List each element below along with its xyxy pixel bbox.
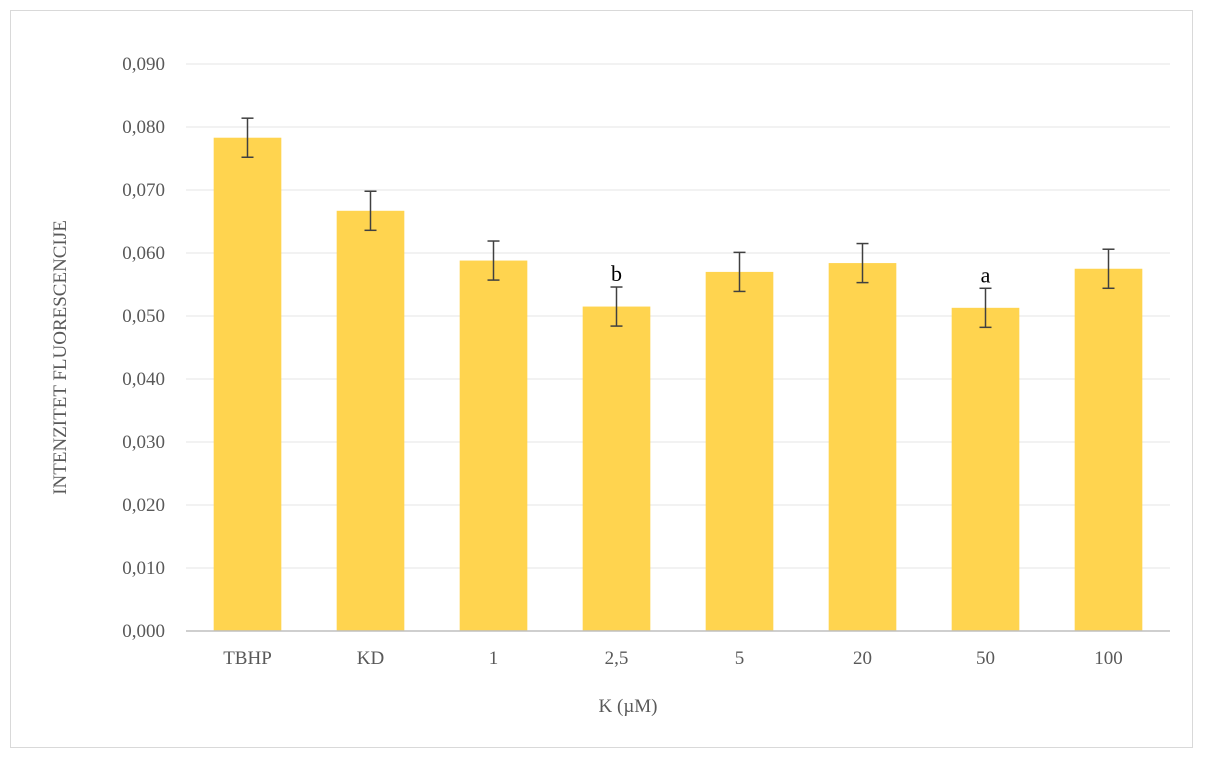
y-tick-label: 0,080 <box>122 117 165 138</box>
y-tick-label: 0,010 <box>122 558 165 579</box>
x-tick-label: 5 <box>735 648 745 669</box>
y-tick-label: 0,000 <box>122 621 165 642</box>
x-tick-label: 100 <box>1094 648 1123 669</box>
gridlines <box>186 63 1170 569</box>
x-tick-label: 2,5 <box>605 648 629 669</box>
x-tick-label: KD <box>357 648 384 669</box>
bar <box>705 271 774 631</box>
y-tick-label: 0,070 <box>122 180 165 201</box>
bar <box>582 306 651 631</box>
bar <box>459 260 528 631</box>
axes: 0,000 0,010 0,020 0,030 0,040 0,050 0,060 0,070… <box>122 54 1170 669</box>
y-axis-title: INTENZITET FLUORESCENCIJE <box>50 220 71 495</box>
y-tick-label: 0,090 <box>122 54 165 75</box>
bar <box>213 137 282 631</box>
bar <box>336 210 405 632</box>
significance-annotation: b <box>611 261 622 286</box>
chart-frame <box>10 10 1193 748</box>
y-tick-label: 0,030 <box>122 432 165 453</box>
y-tick-label: 0,020 <box>122 495 165 516</box>
x-tick-label: 50 <box>976 648 995 669</box>
x-axis-title: K (µM) <box>599 696 658 717</box>
x-tick-label: 20 <box>853 648 872 669</box>
bar <box>828 263 897 631</box>
significance-annotation: a <box>981 262 991 287</box>
bar <box>1074 268 1143 631</box>
y-tick-label: 0,040 <box>122 369 165 390</box>
x-tick-label: TBHP <box>223 648 272 669</box>
y-tick-label: 0,060 <box>122 243 165 264</box>
y-tick-label: 0,050 <box>122 306 165 327</box>
bar <box>951 307 1020 631</box>
x-tick-label: 1 <box>489 648 499 669</box>
